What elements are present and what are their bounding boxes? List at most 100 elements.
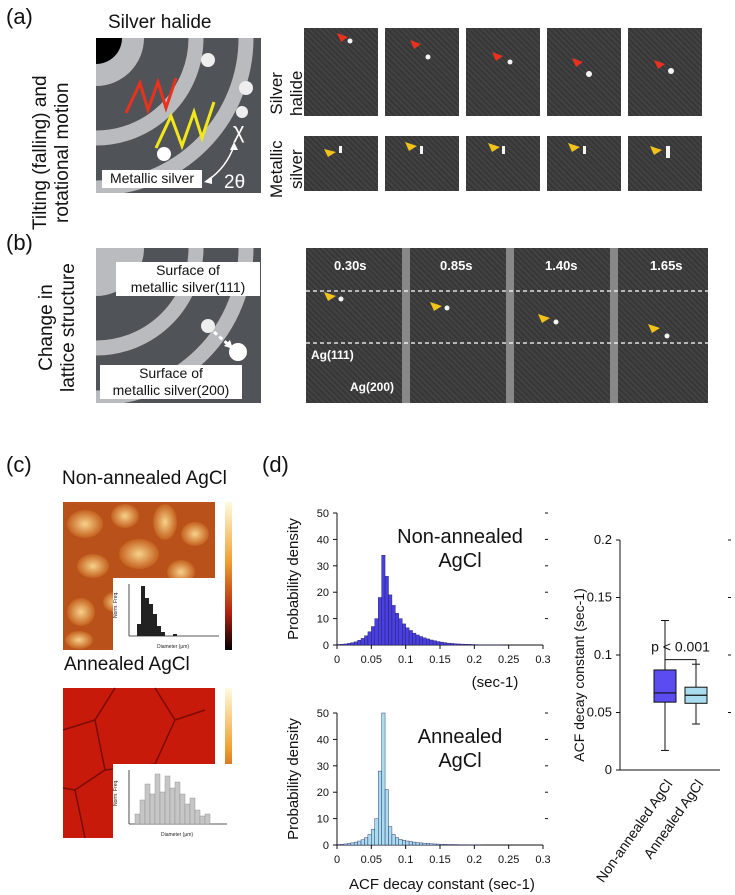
- time-label-3: 1.40s: [545, 258, 578, 273]
- histogram-bar: [388, 594, 393, 646]
- grain-8: [67, 598, 95, 626]
- inset-top-bar: [173, 634, 177, 636]
- histogram-bar: [446, 844, 451, 846]
- histogram-bar: [436, 843, 441, 846]
- histogram-bar: [367, 631, 372, 646]
- histogram-bar: [381, 712, 386, 846]
- panel-c-title-bottom: Annealed AgCl: [64, 654, 190, 675]
- histogram-bar: [405, 840, 410, 846]
- inset-top-bars: [137, 586, 177, 636]
- b-spot-4: [664, 333, 670, 339]
- b-frame-2: [410, 248, 506, 403]
- x-tick-label: 0.25: [498, 654, 519, 666]
- histogram-bar: [367, 834, 372, 846]
- yellow-arrow-4: [568, 143, 580, 152]
- rotation-arrowhead-top: [230, 142, 238, 150]
- ag111-label: Ag(111): [311, 348, 354, 362]
- y-tick-label: 30: [317, 761, 329, 773]
- inset-top-bar: [161, 632, 165, 636]
- a-row2-frame-2: [385, 136, 459, 191]
- x-tick-label: 0: [334, 854, 340, 866]
- a-row2-frame-1: [304, 136, 378, 191]
- histogram-bar: [364, 635, 369, 646]
- inset-top-bar: [141, 586, 145, 636]
- time-label-4: 1.65s: [650, 258, 683, 273]
- histogram-bar: [357, 640, 362, 646]
- histogram-bar: [446, 642, 451, 646]
- p-value-label: p < 0.001: [651, 639, 710, 655]
- histogram-bar: [360, 638, 365, 646]
- histogram-bar: [381, 555, 386, 646]
- histogram-bar: [436, 641, 441, 646]
- histogram-bar: [402, 840, 406, 846]
- two-theta: 2θ: [224, 172, 245, 193]
- series-label-line2: AgCl: [438, 550, 481, 572]
- inset-bottom-bar: [174, 781, 181, 825]
- spot-b-2: [201, 319, 215, 333]
- histogram-bar: [415, 634, 420, 646]
- red-arrow-5: [654, 60, 665, 69]
- histogram-annealed: 0 10 20 30 40 50 0 0.05 0.1 0.15 0.2 0.25 0.3 Probabi…: [285, 708, 551, 893]
- histogram-bar: [422, 637, 427, 646]
- x-tick-label: 0.25: [498, 854, 519, 866]
- significance-bracket: [664, 659, 697, 668]
- x-tick-label: 0.3: [535, 854, 550, 866]
- histogram-bar: [419, 842, 424, 846]
- inset-top-xlabel: Diameter (μm): [157, 644, 189, 650]
- box-y-tick-label: 0: [605, 762, 612, 777]
- b-spot-2: [444, 305, 450, 311]
- inset-bottom-bar: [194, 809, 201, 825]
- inset-bottom-bar: [154, 773, 161, 825]
- time-label-2: 0.85s: [440, 258, 473, 273]
- x-tick-label: 0.05: [361, 854, 382, 866]
- histogram-bar: [463, 644, 468, 646]
- time-label-1: 0.30s: [334, 258, 367, 273]
- b-frame-4: [618, 248, 708, 403]
- panel-b-side-label: Change in lattice structure: [36, 263, 80, 392]
- a-row1-frame-3: [466, 28, 540, 116]
- y-tick-label: 10: [317, 614, 329, 626]
- inset-bottom-bar: [184, 803, 191, 825]
- inset-bottom-bar: [189, 797, 196, 825]
- inset-bottom-bar: [164, 775, 171, 825]
- a-row1-frame-1: [304, 28, 378, 116]
- histogram-bar: [422, 842, 427, 846]
- inset-bottom-bars: [134, 773, 211, 825]
- histogram-bar: [419, 636, 424, 646]
- histogram-bar: [347, 843, 351, 846]
- box-y-tick-label: 0.05: [587, 705, 612, 720]
- histogram-bar: [439, 641, 444, 646]
- rotation-arrowhead-bottom: [204, 176, 212, 184]
- x-tick-label: 0.15: [429, 654, 450, 666]
- spot-r2-3: [502, 146, 505, 154]
- boundary: [62, 719, 106, 791]
- histogram-bar: [398, 618, 403, 646]
- surface-111-line2: metallic silver(111): [130, 279, 246, 295]
- histogram-bar: [343, 643, 348, 646]
- boundary: [74, 789, 86, 839]
- histogram-bar: [391, 834, 396, 846]
- histogram-bar: [432, 640, 437, 646]
- box-y-tick-label: 0.15: [587, 590, 612, 605]
- b-yellow-arrow-4: [648, 324, 660, 333]
- afm-top-colorbar: [225, 502, 232, 650]
- surface-200-line2: metallic silver(200): [112, 382, 230, 398]
- histogram-bar: [470, 644, 475, 646]
- x-tick-label: 0.2: [467, 854, 482, 866]
- histogram-bar: [343, 843, 348, 846]
- histogram-nonannealed: 0 10 20 30 40 50 0 0.05 0.1 0.15 0.2 0.25 0.3 Probabi…: [285, 508, 551, 691]
- center-black-disk: [96, 38, 122, 64]
- spot-2: [239, 81, 253, 95]
- grain-6: [119, 539, 159, 569]
- inset-top-bg: [113, 578, 223, 652]
- red-arrow-2: [410, 40, 421, 49]
- a-row2-frame-5: [628, 136, 702, 191]
- histogram-bar: [456, 643, 461, 646]
- histogram-bar: [443, 844, 448, 846]
- histogram-bar: [360, 839, 365, 846]
- y-axis-label: Probability density: [285, 718, 302, 840]
- histogram-bar: [426, 638, 430, 646]
- y-tick-label: 0: [323, 840, 329, 852]
- histogram-bar: [395, 613, 400, 646]
- b-yellow-arrow-3: [538, 314, 550, 323]
